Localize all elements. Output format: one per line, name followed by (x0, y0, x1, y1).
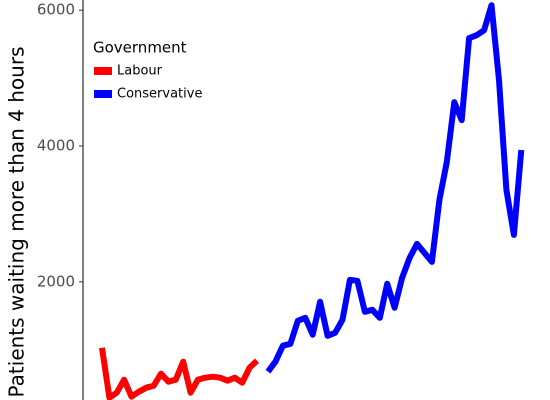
line-series (99, 347, 260, 400)
line-series (265, 2, 525, 374)
y-tick-label: 4000 (37, 137, 75, 155)
y-axis-title: Patients waiting more than 4 hours (5, 47, 29, 398)
legend-key (94, 90, 112, 98)
legend-label: Conservative (117, 87, 202, 102)
legend-label: Labour (117, 64, 163, 79)
legend-title: Government (93, 39, 187, 57)
y-tick-label: 6000 (37, 1, 75, 19)
y-tick-label: 2000 (37, 272, 75, 290)
legend-key (94, 67, 112, 75)
